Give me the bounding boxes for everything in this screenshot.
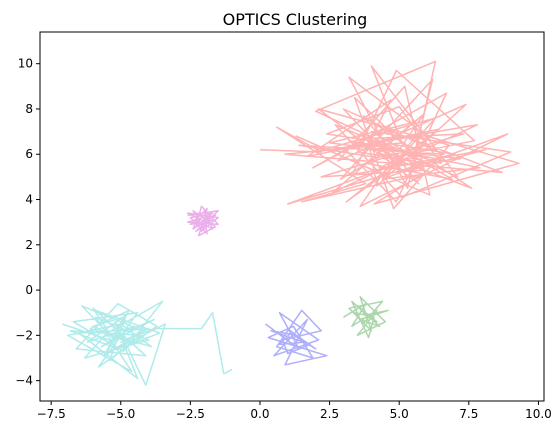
x-tick-label: 10.0 [525, 407, 552, 421]
y-tick-label: 6 [25, 147, 33, 161]
series-line-3 [62, 300, 233, 386]
y-axis: −4 −2 0 2 4 6 8 10 [15, 57, 40, 388]
y-tick-label: 2 [25, 238, 33, 252]
y-tick-label: −4 [15, 374, 33, 388]
series-line-1 [259, 60, 520, 210]
y-tick-label: 8 [25, 102, 33, 116]
series-line-4 [265, 309, 328, 366]
x-tick-label: −2.5 [176, 407, 205, 421]
y-tick-label: 10 [18, 57, 33, 71]
plot-frame [39, 31, 545, 402]
x-tick-label: 2.5 [320, 407, 339, 421]
series-line-5 [343, 296, 389, 339]
x-tick-label: 5.0 [390, 407, 409, 421]
y-tick-label: −2 [15, 328, 33, 342]
chart-title: OPTICS Clustering [223, 10, 368, 29]
x-axis: −7.5 −5.0 −2.5 0.0 2.5 5.0 7.5 10.0 [37, 401, 552, 421]
y-tick-label: 0 [25, 283, 33, 297]
y-tick-label: 4 [25, 193, 33, 207]
x-tick-label: −5.0 [106, 407, 135, 421]
series-layer [62, 60, 520, 386]
x-tick-label: 0.0 [250, 407, 269, 421]
x-tick-label: 7.5 [459, 407, 478, 421]
x-tick-label: −7.5 [37, 407, 66, 421]
series-line-2 [186, 205, 219, 237]
